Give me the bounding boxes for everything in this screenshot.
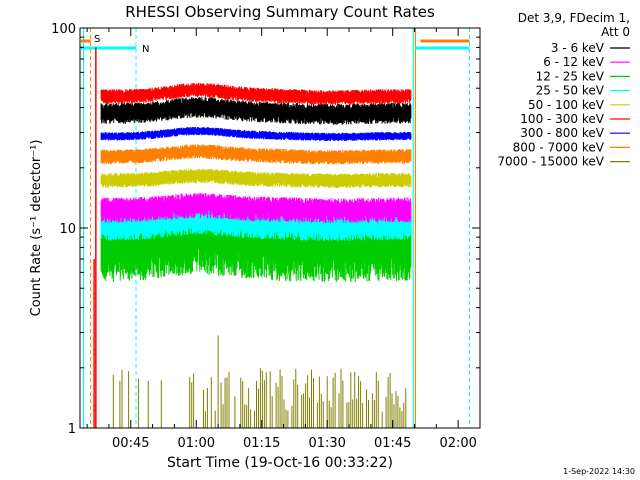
marker-label-s: S [94, 34, 100, 45]
series-trace [112, 335, 407, 428]
axes: 1 10 100 00:45 01:00 01:15 01:30 01:45 02:00 [51, 22, 481, 451]
series-trace [100, 205, 412, 242]
x-tick-label: 01:45 [374, 436, 411, 451]
series-5 [100, 168, 412, 189]
legend-label: 300 - 800 keV [520, 126, 604, 140]
x-tick-label: 01:00 [178, 436, 215, 451]
legend-label: 6 - 12 keV [543, 55, 605, 69]
series-7 [100, 126, 412, 142]
series-1 [100, 97, 412, 125]
legend-label: 12 - 25 keV [536, 69, 605, 83]
series-4 [100, 205, 412, 242]
legend-label: 3 - 6 keV [551, 41, 605, 55]
series-trace [100, 97, 412, 125]
info-line-2: Att 0 [601, 25, 630, 39]
series-trace [100, 144, 412, 165]
x-tick-label: 02:00 [439, 436, 476, 451]
series-9 [112, 335, 407, 428]
legend-label: 7000 - 15000 keV [497, 155, 604, 169]
series-8 [100, 144, 412, 165]
info-line-1: Det 3,9, FDecim 1, [518, 11, 630, 25]
series-2 [100, 192, 412, 224]
y-tick-label: 100 [51, 22, 76, 37]
x-tick-label: 00:45 [112, 436, 149, 451]
legend-label: 800 - 7000 keV [513, 140, 605, 154]
x-tick-label: 01:15 [243, 436, 280, 451]
chart-title: RHESSI Observing Summary Count Rates [125, 3, 435, 21]
legend-label: 25 - 50 keV [536, 84, 605, 98]
footer-timestamp: 1-Sep-2022 14:30 [563, 467, 635, 476]
series-trace [100, 192, 412, 224]
series-trace [100, 168, 412, 189]
plot-area: SN [81, 28, 471, 428]
legend-label: 50 - 100 keV [528, 98, 605, 112]
x-axis-label: Start Time (19-Oct-16 00:33:22) [167, 455, 393, 471]
series-6 [100, 82, 412, 105]
y-tick-label: 1 [68, 422, 76, 437]
x-tick-label: 01:30 [308, 436, 345, 451]
series-trace [100, 126, 412, 142]
y-tick-label: 10 [59, 222, 76, 237]
y-axis-label: Count Rate (s⁻¹ detector⁻¹) [29, 140, 44, 317]
series-trace [100, 82, 412, 105]
legend-label: 100 - 300 keV [520, 112, 604, 126]
marker-label-n: N [142, 44, 149, 55]
